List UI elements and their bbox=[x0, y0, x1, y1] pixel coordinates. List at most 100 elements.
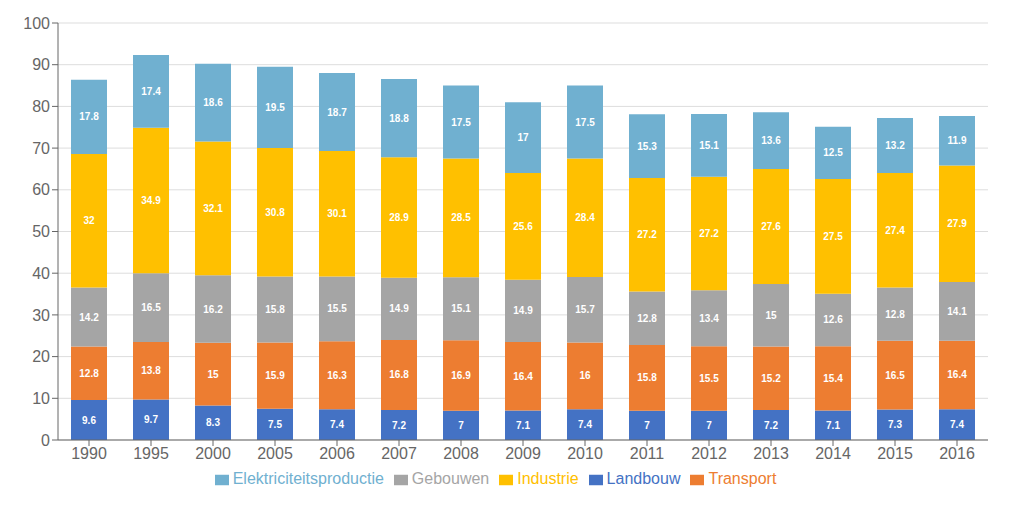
svg-text:15.8: 15.8 bbox=[265, 304, 285, 315]
svg-text:14.1: 14.1 bbox=[947, 306, 967, 317]
svg-text:27.9: 27.9 bbox=[947, 218, 967, 229]
svg-text:30: 30 bbox=[32, 307, 50, 324]
svg-text:14.9: 14.9 bbox=[513, 305, 533, 316]
svg-text:27.5: 27.5 bbox=[823, 231, 843, 242]
svg-text:28.5: 28.5 bbox=[451, 212, 471, 223]
svg-text:15.3: 15.3 bbox=[637, 141, 657, 152]
svg-text:15.8: 15.8 bbox=[637, 372, 657, 383]
svg-text:15: 15 bbox=[207, 369, 219, 380]
svg-text:19.5: 19.5 bbox=[265, 102, 285, 113]
svg-text:28.9: 28.9 bbox=[389, 212, 409, 223]
svg-text:7.1: 7.1 bbox=[826, 420, 840, 431]
svg-text:17.4: 17.4 bbox=[141, 86, 161, 97]
svg-text:16.5: 16.5 bbox=[141, 302, 161, 313]
svg-text:2008: 2008 bbox=[443, 445, 479, 462]
svg-text:15: 15 bbox=[765, 310, 777, 321]
svg-text:7.2: 7.2 bbox=[764, 420, 778, 431]
svg-text:15.1: 15.1 bbox=[451, 303, 471, 314]
svg-text:2007: 2007 bbox=[381, 445, 417, 462]
svg-text:70: 70 bbox=[32, 140, 50, 157]
svg-text:12.8: 12.8 bbox=[79, 368, 99, 379]
svg-text:14.9: 14.9 bbox=[389, 303, 409, 314]
svg-text:7.4: 7.4 bbox=[578, 419, 592, 430]
svg-text:12.6: 12.6 bbox=[823, 314, 843, 325]
svg-text:2006: 2006 bbox=[319, 445, 355, 462]
svg-text:12.5: 12.5 bbox=[823, 147, 843, 158]
svg-text:15.5: 15.5 bbox=[327, 303, 347, 314]
svg-text:9.7: 9.7 bbox=[144, 414, 158, 425]
svg-text:27.2: 27.2 bbox=[637, 229, 657, 240]
svg-text:17.5: 17.5 bbox=[575, 117, 595, 128]
svg-text:7: 7 bbox=[706, 420, 712, 431]
svg-text:100: 100 bbox=[23, 15, 50, 32]
svg-text:13.2: 13.2 bbox=[885, 140, 905, 151]
svg-text:16.4: 16.4 bbox=[513, 371, 533, 382]
svg-text:2012: 2012 bbox=[691, 445, 727, 462]
svg-text:27.2: 27.2 bbox=[699, 228, 719, 239]
svg-text:17.8: 17.8 bbox=[79, 111, 99, 122]
svg-text:40: 40 bbox=[32, 265, 50, 282]
svg-text:18.8: 18.8 bbox=[389, 113, 409, 124]
svg-text:27.6: 27.6 bbox=[761, 221, 781, 232]
svg-text:10: 10 bbox=[32, 390, 50, 407]
svg-text:30.8: 30.8 bbox=[265, 207, 285, 218]
svg-text:16.3: 16.3 bbox=[327, 370, 347, 381]
svg-text:2013: 2013 bbox=[753, 445, 789, 462]
svg-text:13.4: 13.4 bbox=[699, 313, 719, 324]
svg-text:2016: 2016 bbox=[939, 445, 975, 462]
svg-text:1995: 1995 bbox=[133, 445, 169, 462]
svg-text:17: 17 bbox=[517, 132, 529, 143]
svg-text:8.3: 8.3 bbox=[206, 417, 220, 428]
svg-text:16: 16 bbox=[579, 370, 591, 381]
svg-text:16.5: 16.5 bbox=[885, 370, 905, 381]
svg-text:7: 7 bbox=[458, 420, 464, 431]
svg-text:11.9: 11.9 bbox=[948, 135, 967, 146]
svg-text:2005: 2005 bbox=[257, 445, 293, 462]
svg-text:15.4: 15.4 bbox=[823, 373, 843, 384]
svg-text:9.6: 9.6 bbox=[82, 415, 96, 426]
svg-text:34.9: 34.9 bbox=[141, 195, 161, 206]
svg-text:90: 90 bbox=[32, 56, 50, 73]
svg-text:7.5: 7.5 bbox=[268, 419, 282, 430]
svg-text:2000: 2000 bbox=[195, 445, 231, 462]
svg-text:13.6: 13.6 bbox=[761, 135, 781, 146]
svg-text:16.9: 16.9 bbox=[451, 370, 471, 381]
svg-text:2010: 2010 bbox=[567, 445, 603, 462]
svg-text:0: 0 bbox=[41, 432, 50, 449]
svg-text:17.5: 17.5 bbox=[451, 117, 471, 128]
svg-text:15.1: 15.1 bbox=[699, 140, 719, 151]
svg-text:32: 32 bbox=[83, 215, 95, 226]
svg-text:15.9: 15.9 bbox=[265, 370, 285, 381]
svg-text:15.5: 15.5 bbox=[699, 373, 719, 384]
svg-text:7.4: 7.4 bbox=[950, 419, 964, 430]
svg-text:2009: 2009 bbox=[505, 445, 541, 462]
svg-text:7: 7 bbox=[644, 420, 650, 431]
svg-text:32.1: 32.1 bbox=[203, 203, 223, 214]
svg-text:2011: 2011 bbox=[630, 445, 665, 462]
svg-text:28.4: 28.4 bbox=[575, 212, 595, 223]
svg-text:16.4: 16.4 bbox=[947, 369, 967, 380]
svg-text:2015: 2015 bbox=[877, 445, 913, 462]
svg-text:14.2: 14.2 bbox=[79, 312, 99, 323]
svg-text:18.7: 18.7 bbox=[327, 107, 347, 118]
svg-text:12.8: 12.8 bbox=[637, 313, 657, 324]
svg-text:15.7: 15.7 bbox=[575, 304, 595, 315]
svg-text:50: 50 bbox=[32, 223, 50, 240]
svg-text:25.6: 25.6 bbox=[513, 221, 533, 232]
svg-text:12.8: 12.8 bbox=[885, 309, 905, 320]
svg-text:13.8: 13.8 bbox=[141, 365, 161, 376]
svg-text:7.2: 7.2 bbox=[392, 420, 406, 431]
svg-text:18.6: 18.6 bbox=[203, 97, 223, 108]
svg-text:1990: 1990 bbox=[71, 445, 107, 462]
svg-text:7.1: 7.1 bbox=[516, 420, 530, 431]
svg-text:30.1: 30.1 bbox=[327, 208, 347, 219]
svg-text:15.2: 15.2 bbox=[761, 373, 781, 384]
svg-text:16.2: 16.2 bbox=[203, 304, 223, 315]
svg-text:60: 60 bbox=[32, 181, 50, 198]
svg-text:2014: 2014 bbox=[815, 445, 851, 462]
svg-text:7.3: 7.3 bbox=[888, 419, 902, 430]
svg-text:27.4: 27.4 bbox=[885, 225, 905, 236]
svg-text:7.4: 7.4 bbox=[330, 419, 344, 430]
svg-text:16.8: 16.8 bbox=[389, 369, 409, 380]
svg-text:80: 80 bbox=[32, 98, 50, 115]
